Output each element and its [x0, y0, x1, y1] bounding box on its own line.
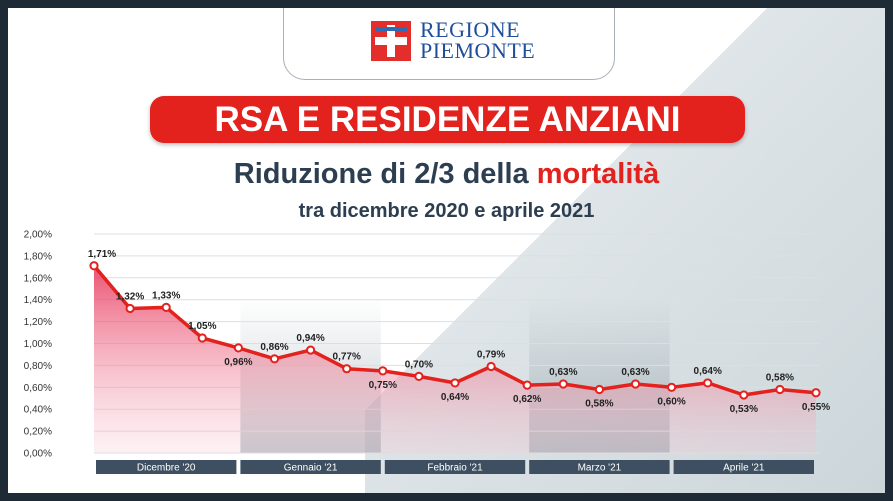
month-label: Marzo '21	[578, 463, 622, 474]
month-segment	[384, 460, 526, 474]
data-point	[450, 378, 460, 388]
y-tick-label: 2,00%	[24, 230, 52, 241]
data-label: 0,55%	[802, 402, 830, 413]
y-tick-label: 0,00%	[24, 449, 52, 460]
data-label: 0,94%	[296, 333, 324, 344]
y-tick-label: 0,80%	[24, 361, 52, 372]
data-point	[522, 380, 532, 390]
data-label: 1,33%	[152, 290, 180, 301]
month-segment	[529, 460, 670, 474]
data-point	[594, 384, 605, 395]
y-tick-label: 1,00%	[24, 339, 52, 350]
data-label: 0,63%	[621, 367, 649, 378]
logo-text: REGIONE PIEMONTE	[420, 17, 536, 63]
y-tick-label: 1,80%	[24, 251, 52, 262]
data-point	[378, 366, 388, 376]
y-tick-label: 0,60%	[24, 383, 52, 394]
data-label: 0,63%	[549, 367, 577, 378]
data-point	[775, 384, 785, 395]
data-point	[197, 333, 207, 343]
data-point	[486, 361, 496, 372]
logo-line1: REGIONE	[420, 17, 521, 42]
regione-piemonte-logo-icon	[371, 21, 411, 61]
data-label: 0,60%	[657, 396, 685, 407]
data-label: 0,96%	[224, 357, 252, 368]
data-label: 0,62%	[513, 394, 541, 405]
y-tick-label: 1,60%	[24, 273, 52, 284]
title-highlight: mortalità	[536, 158, 660, 190]
data-label: 1,05%	[188, 321, 216, 332]
chart-title: Riduzione di 2/3 della mortalità	[8, 158, 885, 191]
data-point	[306, 345, 316, 355]
data-label: 0,86%	[260, 342, 288, 353]
y-tick-label: 0,40%	[24, 405, 52, 416]
data-point	[269, 354, 280, 364]
data-label: 0,53%	[730, 404, 758, 415]
data-point	[125, 303, 135, 314]
data-label: 0,79%	[477, 349, 505, 360]
infographic-frame: REGIONE PIEMONTE RSA E RESIDENZE ANZIANI…	[8, 8, 885, 493]
data-point	[233, 343, 243, 353]
data-label: 1,32%	[116, 291, 144, 302]
month-label: Aprile '21	[723, 463, 765, 474]
data-point	[667, 382, 677, 392]
data-point	[89, 261, 99, 271]
headline-banner: RSA E RESIDENZE ANZIANI	[150, 96, 745, 143]
data-label: 0,58%	[766, 372, 794, 383]
month-label: Febbraio '21	[427, 463, 483, 474]
month-segment	[673, 460, 814, 474]
data-point	[739, 390, 749, 400]
data-label: 0,70%	[405, 359, 433, 370]
data-point	[414, 371, 424, 381]
y-tick-label: 1,40%	[24, 295, 52, 306]
data-point	[630, 379, 641, 389]
title-prefix: Riduzione di 2/3 della	[233, 158, 537, 190]
data-point	[342, 364, 352, 374]
data-point	[558, 379, 568, 389]
data-label: 0,75%	[369, 380, 397, 391]
logo-line2: PIEMONTE	[420, 38, 536, 63]
area-layer	[92, 264, 817, 453]
month-label: Dicembre '20	[137, 463, 196, 474]
data-label: 0,77%	[333, 352, 361, 363]
month-bar: Dicembre '20 Gennaio '21 Febbraio '21 Marzo…	[96, 460, 814, 474]
data-label: 0,64%	[441, 392, 469, 403]
y-tick-label: 0,20%	[24, 427, 52, 438]
data-label: 0,64%	[694, 366, 722, 377]
data-point	[703, 378, 713, 388]
month-segment	[96, 460, 237, 474]
mortality-area	[94, 265, 816, 453]
data-points: 1,71% 1,32% 1,33% 1,05% 0,96% 0,86% 0,94% 0,77%…	[88, 249, 830, 415]
month-segment	[240, 460, 381, 474]
mortality-chart: 0,00% 0,20% 0,40% 0,60% 0,80% 1,00% 1,20% 1,40%…	[24, 230, 830, 474]
month-label: Gennaio '21	[284, 463, 338, 474]
data-label: 1,71%	[88, 249, 116, 260]
data-label: 0,58%	[585, 398, 613, 409]
logo-box: REGIONE PIEMONTE	[283, 8, 615, 80]
chart-subtitle: tra dicembre 2020 e aprile 2021	[298, 200, 595, 222]
y-tick-label: 1,20%	[24, 317, 52, 328]
data-point	[161, 302, 171, 312]
data-point	[811, 388, 821, 398]
